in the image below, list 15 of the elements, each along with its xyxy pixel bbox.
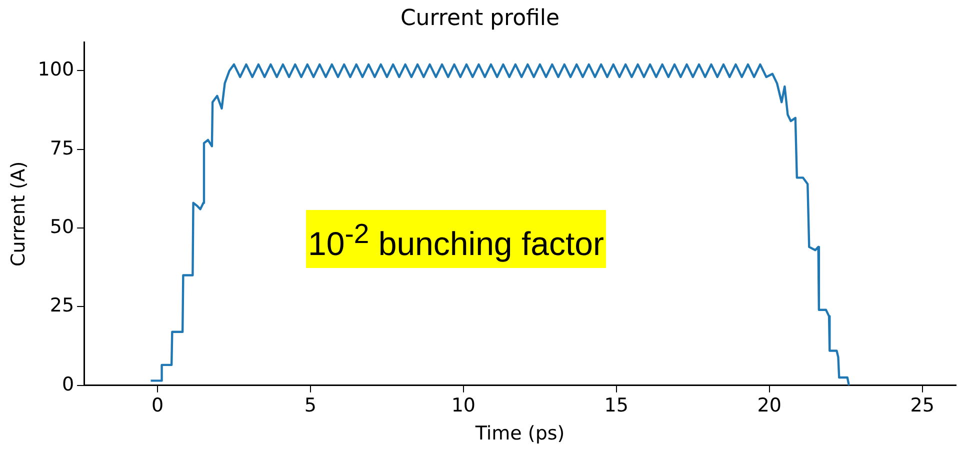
chart-title: Current profile xyxy=(400,6,560,31)
y-tick-label: 50 xyxy=(50,216,74,238)
x-tick-label: 10 xyxy=(451,394,476,417)
x-axis-title: Time (ps) xyxy=(474,422,565,445)
x-tick-label: 15 xyxy=(604,394,628,417)
y-tick-label: 25 xyxy=(50,294,74,317)
y-tick-label: 75 xyxy=(50,137,74,160)
x-tick-label: 5 xyxy=(304,394,317,417)
y-axis-title: Current (A) xyxy=(7,161,30,267)
x-tick-label: 0 xyxy=(151,394,164,417)
y-tick-label: 0 xyxy=(62,373,74,396)
annotation: 10$^{-2}$ bunching factor xyxy=(306,210,606,268)
y-tick-label: 100 xyxy=(38,58,74,81)
x-tick-label: 20 xyxy=(757,394,782,417)
x-tick-label: 25 xyxy=(910,394,934,417)
